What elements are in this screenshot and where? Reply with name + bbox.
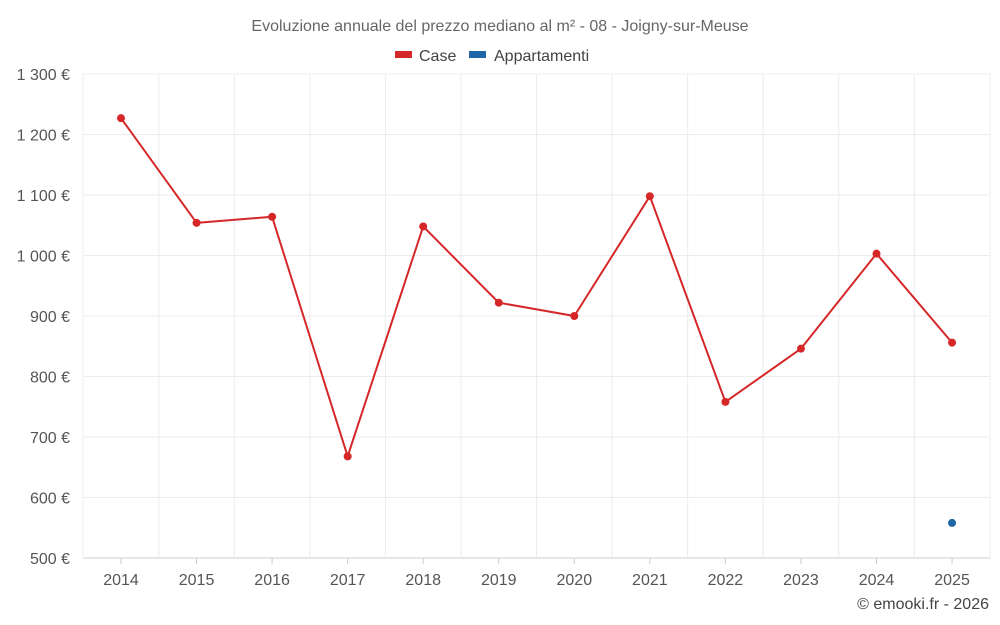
x-tick-label: 2023 bbox=[783, 572, 819, 589]
x-tick-label: 2015 bbox=[179, 572, 215, 589]
data-point-case[interactable] bbox=[872, 249, 881, 258]
y-tick-label: 1 000 € bbox=[17, 249, 70, 266]
legend: Case Appartamenti bbox=[395, 48, 589, 65]
data-point-case[interactable] bbox=[570, 312, 579, 320]
y-tick-label: 1 100 € bbox=[17, 188, 70, 205]
y-tick-label: 600 € bbox=[30, 491, 70, 508]
y-tick-label: 900 € bbox=[30, 309, 70, 326]
y-tick-label: 700 € bbox=[30, 430, 70, 447]
x-tick-label: 2024 bbox=[859, 572, 895, 589]
data-point-case[interactable] bbox=[117, 114, 125, 123]
x-tick-label: 2019 bbox=[481, 572, 517, 589]
x-tick-label: 2018 bbox=[405, 572, 441, 589]
data-point-case[interactable] bbox=[645, 192, 654, 201]
x-tick-label: 2022 bbox=[708, 572, 744, 589]
y-tick-label: 1 300 € bbox=[17, 67, 70, 84]
x-tick-label: 2016 bbox=[254, 572, 290, 589]
y-axis-ticks: 500 € 600 € 700 € 800 € 900 € 1 000 € 1 100 € 1… bbox=[17, 67, 70, 568]
y-tick-label: 800 € bbox=[30, 370, 70, 387]
data-point-case[interactable] bbox=[948, 338, 957, 347]
x-tick-label: 2017 bbox=[330, 572, 366, 589]
data-point-case[interactable] bbox=[721, 397, 730, 406]
y-tick-label: 500 € bbox=[30, 551, 70, 568]
legend-swatch-appartamenti bbox=[469, 51, 486, 58]
x-gridlines bbox=[82, 74, 991, 558]
x-tick-label: 2020 bbox=[557, 572, 593, 589]
legend-swatch-case bbox=[395, 51, 412, 58]
chart-title: Evoluzione annuale del prezzo mediano al… bbox=[251, 18, 748, 35]
data-point-case[interactable] bbox=[192, 218, 201, 227]
data-point-case[interactable] bbox=[419, 222, 428, 231]
y-tick-label: 1 200 € bbox=[17, 128, 70, 145]
data-point-appartamenti[interactable] bbox=[948, 518, 957, 527]
data-point-case[interactable] bbox=[268, 212, 277, 221]
legend-label-case[interactable]: Case bbox=[419, 48, 456, 65]
x-tick-label: 2014 bbox=[103, 572, 139, 589]
data-point-case[interactable] bbox=[796, 344, 805, 353]
data-point-case[interactable] bbox=[494, 298, 503, 307]
x-axis-ticks: 2014 2015 2016 2017 2018 2019 2020 2021 2022 2023… bbox=[103, 558, 970, 589]
series-layer bbox=[117, 114, 957, 527]
data-point-case[interactable] bbox=[343, 452, 352, 461]
x-tick-label: 2025 bbox=[934, 572, 970, 589]
credit-text: © emooki.fr - 2026 bbox=[857, 596, 989, 613]
series-line-case bbox=[120, 117, 953, 458]
x-tick-label: 2021 bbox=[632, 572, 668, 589]
legend-label-appartamenti[interactable]: Appartamenti bbox=[494, 48, 589, 65]
